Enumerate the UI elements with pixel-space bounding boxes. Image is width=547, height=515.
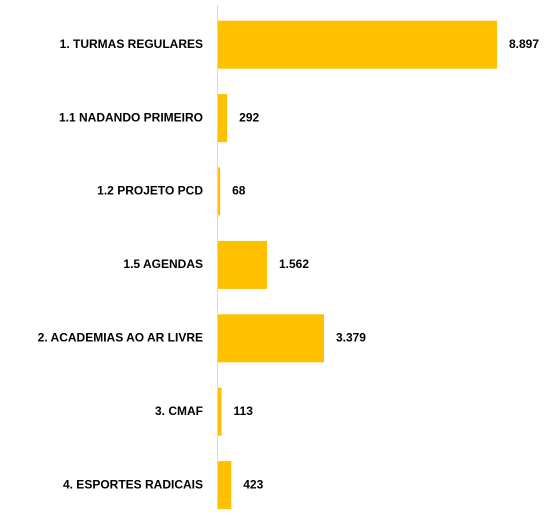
category-label: 1.1 NADANDO PRIMEIRO xyxy=(59,110,203,124)
category-label: 4. ESPORTES RADICAIS xyxy=(63,477,203,491)
value-label: 423 xyxy=(243,477,263,491)
bar xyxy=(218,387,222,436)
bar xyxy=(218,94,228,143)
bar xyxy=(218,20,497,69)
value-label: 1.562 xyxy=(279,257,309,271)
value-label: 292 xyxy=(239,110,259,124)
value-label: 68 xyxy=(232,184,246,198)
category-label: 2. ACADEMIAS AO AR LIVRE xyxy=(38,330,203,344)
category-label: 1.5 AGENDAS xyxy=(123,257,203,271)
value-label: 113 xyxy=(234,404,254,418)
value-label: 3.379 xyxy=(336,330,366,344)
bar xyxy=(218,314,324,363)
category-label: 3. CMAF xyxy=(155,404,203,418)
category-label: 1.2 PROJETO PCD xyxy=(97,184,203,198)
bar xyxy=(218,167,221,216)
value-label: 8.897 xyxy=(509,37,539,51)
category-label: 1. TURMAS REGULARES xyxy=(60,37,203,51)
bar xyxy=(218,461,232,510)
bar xyxy=(218,240,267,289)
